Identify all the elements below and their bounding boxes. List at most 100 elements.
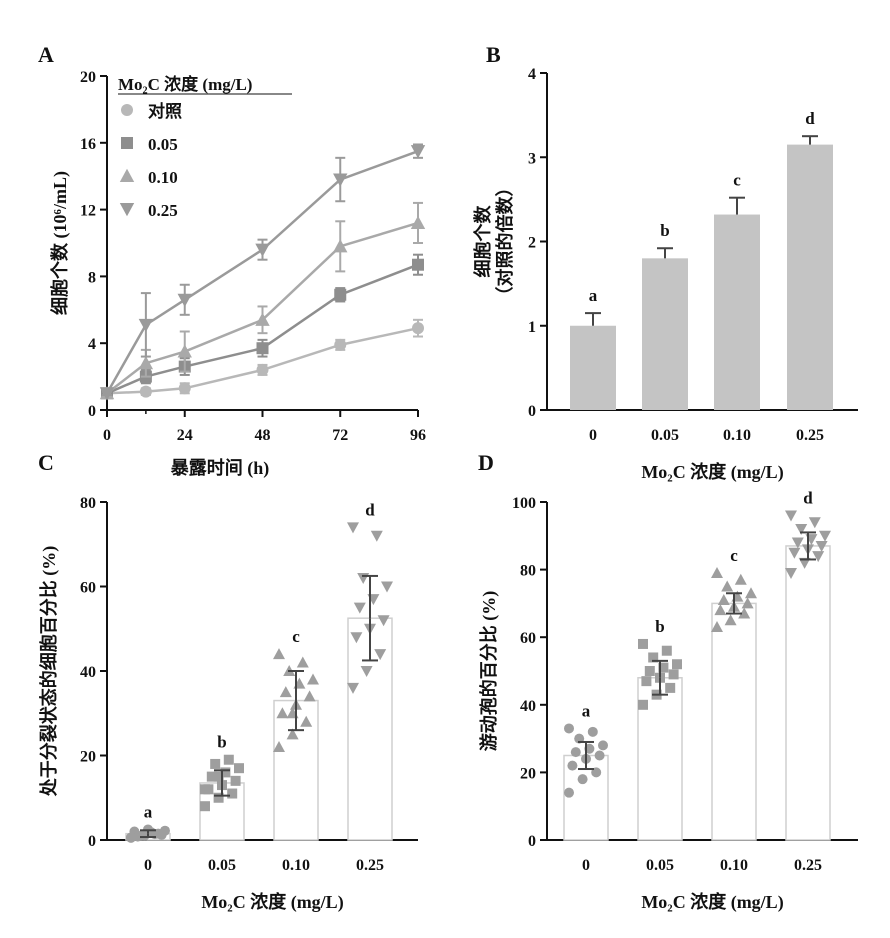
- scatter-point: [273, 648, 285, 660]
- y-tick-label: 40: [80, 664, 96, 681]
- legend-label: 0.10: [148, 168, 178, 187]
- significance-letter: a: [589, 286, 598, 305]
- scatter-point: [745, 587, 757, 599]
- x-tick-label: 0.05: [646, 857, 674, 874]
- data-point: [99, 387, 115, 401]
- x-tick-label: 0.05: [651, 427, 679, 444]
- scatter-point: [370, 530, 383, 542]
- scatter-point: [638, 638, 648, 649]
- scatter-point: [672, 659, 682, 670]
- scatter-point: [213, 792, 224, 803]
- legend-marker: [121, 104, 133, 116]
- y-axis-title: 细胞个数 (10⁶/mL): [49, 171, 71, 315]
- data-point: [412, 322, 424, 335]
- scatter-point: [374, 649, 387, 661]
- bar: [785, 545, 831, 841]
- scatter-point: [668, 669, 679, 680]
- x-tick-label: 0.25: [356, 857, 384, 874]
- x-tick-label: 0.10: [723, 427, 751, 444]
- scatter-point: [658, 662, 669, 673]
- y-tick-label: 40: [520, 698, 536, 715]
- scatter-point: [303, 690, 316, 702]
- panel-letter: A: [38, 42, 54, 67]
- scatter-point: [598, 740, 608, 751]
- scatter-point: [819, 530, 831, 542]
- scatter-point: [714, 604, 727, 616]
- scatter-point: [276, 707, 289, 719]
- x-tick-label: 24: [177, 427, 193, 444]
- data-point: [334, 288, 347, 301]
- legend: Mo₂C 浓度 (mg/L) 对照 0.05 0.10 0.25: [118, 74, 292, 220]
- scatter-point: [160, 825, 170, 836]
- scatter-point: [564, 723, 574, 734]
- y-tick-label: 20: [80, 749, 96, 766]
- legend-label: 0.05: [148, 135, 178, 154]
- x-tick-label: 0.25: [796, 427, 824, 444]
- x-tick-label: 72: [332, 427, 348, 444]
- significance-letter: a: [144, 802, 153, 821]
- chart-panel-c: 0 20 40 60 80 C 0 a 0.05 b 0.10 c 0.25 d Mo₂C 浓度 (mg/L…: [38, 450, 418, 913]
- scatter-point: [567, 760, 578, 771]
- scatter-point: [347, 682, 359, 694]
- significance-letter: b: [655, 617, 664, 636]
- scatter-point: [126, 832, 136, 843]
- scatter-point: [286, 728, 299, 740]
- y-tick-label: 12: [80, 203, 96, 220]
- scatter-point: [734, 573, 747, 585]
- y-tick-label: 0: [88, 833, 96, 850]
- y-axis-title: 游动孢的百分比 (%): [478, 591, 500, 752]
- scatter-point: [638, 699, 648, 710]
- legend-label: 对照: [148, 101, 182, 121]
- legend-marker: [119, 203, 135, 217]
- x-axis-title: 暴露时间 (h): [171, 458, 270, 479]
- y-tick-label: 4: [88, 336, 96, 353]
- chart-panel-d: 0 20 40 60 80 100 D 0 a 0.05 b 0.10 c 0.25 d Mo₂C 浓度 (m…: [478, 450, 858, 913]
- significance-letter: d: [365, 500, 375, 519]
- y-tick-label: 2: [528, 235, 536, 252]
- scatter-point: [808, 517, 821, 529]
- scatter-point: [795, 524, 808, 536]
- y-axis-title: 处于分裂状态的细胞百分比 (%): [38, 546, 60, 798]
- scatter-point: [200, 784, 210, 795]
- series-line: [105, 149, 419, 394]
- scatter-point: [136, 830, 147, 841]
- x-tick-label: 0: [103, 427, 111, 444]
- scatter-point: [296, 656, 309, 668]
- bar: [787, 144, 833, 411]
- significance-letter: c: [733, 171, 741, 190]
- data-point: [177, 293, 192, 307]
- x-tick-label: 0: [589, 427, 597, 444]
- bar: [711, 602, 757, 841]
- bar: [714, 214, 760, 410]
- scatter-point: [279, 686, 292, 698]
- scatter-point: [738, 607, 751, 619]
- significance-letter: d: [805, 109, 815, 128]
- x-tick-label: 0: [144, 857, 152, 874]
- x-axis-title: Mo₂C 浓度 (mg/L): [641, 461, 783, 483]
- data-point: [412, 258, 424, 271]
- panel-letter: B: [486, 42, 501, 67]
- x-tick-label: 48: [255, 427, 271, 444]
- legend-marker: [119, 168, 135, 182]
- chart-panel-b: 0 1 2 3 4 B 0 a 0.05 b 0.10 c 0.25 d Mo₂C 浓度 (mg/L) 细胞个…: [472, 42, 858, 483]
- scatter-point: [357, 573, 370, 585]
- y-tick-label: 0: [528, 833, 536, 850]
- scatter-point: [661, 645, 672, 656]
- x-axis-title: Mo₂C 浓度 (mg/L): [641, 891, 783, 913]
- series-line: [106, 326, 419, 395]
- data-point: [178, 382, 191, 395]
- x-tick-label: 0: [582, 857, 590, 874]
- scatter-point: [206, 771, 217, 782]
- scatter-point: [785, 510, 797, 522]
- scatter-point: [234, 763, 244, 774]
- scatter-point: [812, 551, 825, 563]
- legend-title: Mo₂C 浓度 (mg/L): [118, 74, 252, 94]
- data-point: [255, 243, 270, 257]
- scatter-point: [648, 652, 659, 663]
- significance-letter: c: [292, 627, 300, 646]
- significance-letter: c: [730, 546, 738, 565]
- scatter-point: [223, 754, 234, 765]
- y-tick-label: 80: [80, 495, 96, 512]
- significance-letter: d: [803, 489, 813, 508]
- scatter-point: [210, 758, 221, 769]
